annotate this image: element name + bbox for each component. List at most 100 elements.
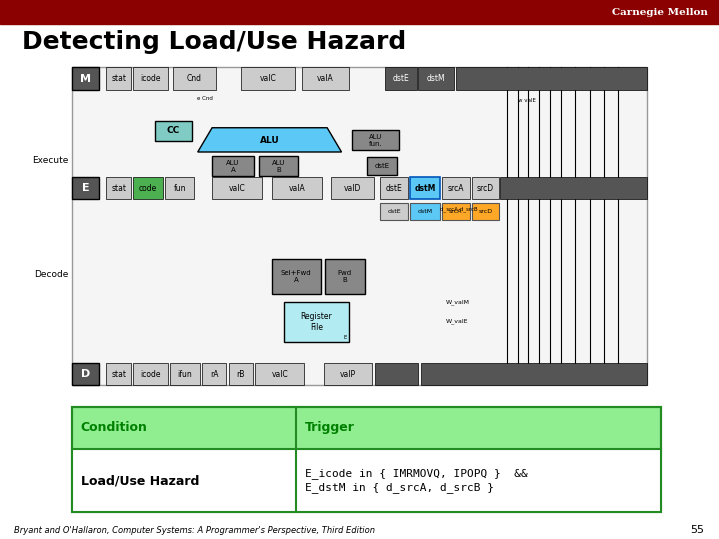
Text: dstM: dstM: [414, 184, 436, 192]
Text: E: E: [82, 183, 89, 193]
Text: valC: valC: [271, 370, 288, 378]
Text: dstM: dstM: [427, 74, 446, 83]
Text: E_icode in { IMRMOVQ, IPOPQ }  &&
E_dstM in { d_srcA, d_srcB }: E_icode in { IMRMOVQ, IPOPQ } && E_dstM …: [305, 468, 527, 493]
Text: Detecting Load/Use Hazard: Detecting Load/Use Hazard: [22, 30, 406, 54]
Text: code: code: [139, 184, 157, 192]
FancyBboxPatch shape: [375, 363, 418, 385]
Text: Bryant and O'Hallaron, Computer Systems: A Programmer's Perspective, Third Editi: Bryant and O'Hallaron, Computer Systems:…: [14, 526, 375, 535]
FancyBboxPatch shape: [133, 67, 168, 90]
Text: fun: fun: [173, 184, 186, 192]
Text: dstM: dstM: [417, 209, 433, 214]
Text: E: E: [344, 335, 347, 340]
FancyBboxPatch shape: [155, 121, 192, 141]
FancyBboxPatch shape: [456, 67, 647, 90]
FancyBboxPatch shape: [418, 67, 454, 90]
FancyBboxPatch shape: [229, 363, 253, 385]
FancyBboxPatch shape: [385, 67, 417, 90]
Text: valA: valA: [317, 74, 334, 83]
FancyBboxPatch shape: [380, 203, 408, 220]
FancyBboxPatch shape: [133, 177, 163, 199]
FancyBboxPatch shape: [72, 67, 99, 90]
FancyBboxPatch shape: [170, 363, 200, 385]
FancyBboxPatch shape: [410, 177, 440, 199]
Text: stat: stat: [111, 184, 126, 192]
Text: 55: 55: [691, 524, 705, 535]
Text: W_valE: W_valE: [446, 318, 468, 323]
Text: valA: valA: [288, 184, 306, 192]
FancyBboxPatch shape: [442, 177, 470, 199]
Text: ALU
B: ALU B: [272, 160, 285, 172]
Text: Load/Use Hazard: Load/Use Hazard: [81, 474, 199, 487]
Text: D: D: [81, 369, 90, 379]
FancyBboxPatch shape: [352, 130, 399, 150]
FancyBboxPatch shape: [410, 203, 440, 220]
FancyBboxPatch shape: [106, 67, 131, 90]
Text: dstE: dstE: [393, 74, 409, 83]
FancyBboxPatch shape: [72, 67, 647, 385]
Text: dstE: dstE: [374, 163, 390, 169]
Text: Cnd: Cnd: [187, 74, 201, 83]
FancyBboxPatch shape: [106, 363, 131, 385]
Text: M: M: [80, 74, 91, 84]
FancyBboxPatch shape: [272, 259, 321, 294]
FancyBboxPatch shape: [302, 67, 349, 90]
Text: icode: icode: [140, 370, 160, 378]
FancyBboxPatch shape: [367, 157, 397, 175]
Text: CC: CC: [167, 127, 180, 135]
FancyBboxPatch shape: [472, 203, 499, 220]
Text: valC: valC: [229, 184, 246, 192]
FancyBboxPatch shape: [259, 156, 298, 176]
FancyBboxPatch shape: [324, 363, 372, 385]
FancyBboxPatch shape: [331, 177, 374, 199]
FancyBboxPatch shape: [133, 363, 168, 385]
Text: d_srcA d_srcB: d_srcA d_srcB: [440, 206, 477, 212]
Text: srcA: srcA: [449, 209, 462, 214]
FancyBboxPatch shape: [165, 177, 194, 199]
FancyBboxPatch shape: [72, 449, 661, 512]
Text: ALU
A: ALU A: [226, 160, 239, 172]
Text: Trigger: Trigger: [305, 421, 354, 434]
FancyBboxPatch shape: [72, 177, 99, 199]
FancyBboxPatch shape: [72, 407, 661, 512]
Bar: [0, 0, 719, 24]
Text: Decode: Decode: [34, 271, 68, 279]
FancyBboxPatch shape: [202, 363, 226, 385]
Text: dstE: dstE: [388, 209, 400, 214]
FancyBboxPatch shape: [500, 177, 647, 199]
Text: Condition: Condition: [81, 421, 147, 434]
Text: Carnegie Mellon: Carnegie Mellon: [613, 8, 708, 17]
Text: valD: valD: [344, 184, 361, 192]
Text: Register
File: Register File: [301, 313, 332, 331]
FancyBboxPatch shape: [241, 67, 295, 90]
FancyBboxPatch shape: [212, 156, 254, 176]
FancyBboxPatch shape: [255, 363, 304, 385]
Text: Fwd
B: Fwd B: [338, 270, 352, 283]
FancyBboxPatch shape: [380, 177, 408, 199]
Text: e Cnd: e Cnd: [197, 95, 213, 101]
FancyBboxPatch shape: [284, 302, 349, 342]
FancyBboxPatch shape: [442, 203, 470, 220]
FancyBboxPatch shape: [212, 177, 262, 199]
Text: stat: stat: [111, 370, 126, 378]
Text: Sel+Fwd
A: Sel+Fwd A: [281, 270, 311, 283]
FancyBboxPatch shape: [325, 259, 365, 294]
Text: ALU: ALU: [260, 136, 280, 144]
FancyBboxPatch shape: [72, 363, 99, 385]
Text: W_valM: W_valM: [446, 299, 470, 305]
Text: dstE: dstE: [385, 184, 403, 192]
Text: stat: stat: [111, 74, 126, 83]
Text: ALU
fun.: ALU fun.: [369, 134, 383, 147]
Text: rA: rA: [210, 370, 219, 378]
FancyBboxPatch shape: [173, 67, 216, 90]
Text: w valE: w valE: [518, 98, 536, 103]
FancyBboxPatch shape: [472, 177, 499, 199]
Text: valP: valP: [340, 370, 356, 378]
FancyBboxPatch shape: [272, 177, 322, 199]
Polygon shape: [198, 128, 342, 152]
FancyBboxPatch shape: [106, 177, 131, 199]
Text: Execute: Execute: [32, 156, 68, 164]
Text: valC: valC: [260, 74, 276, 83]
Text: srcD: srcD: [477, 184, 494, 192]
Text: rB: rB: [237, 370, 245, 378]
FancyBboxPatch shape: [421, 363, 647, 385]
